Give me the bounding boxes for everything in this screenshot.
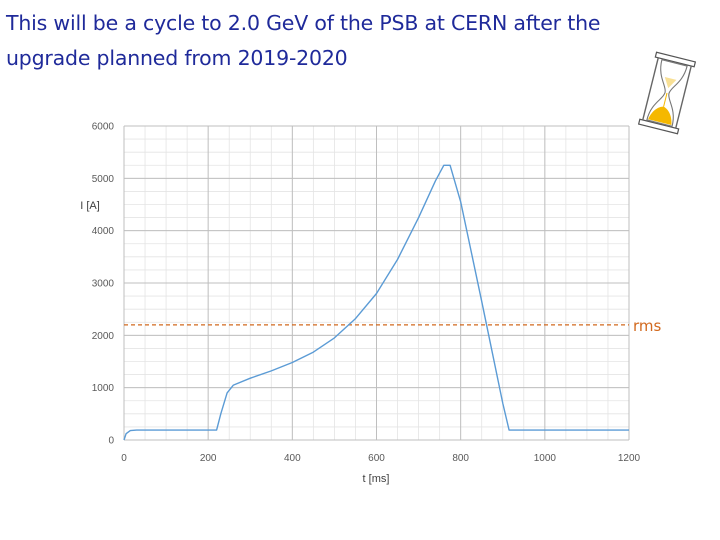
- x-tick-label: 800: [452, 453, 469, 464]
- slide-title: This will be a cycle to 2.0 GeV of the P…: [6, 6, 696, 76]
- x-tick-label: 400: [284, 453, 301, 464]
- y-tick-label: 3000: [92, 279, 115, 290]
- y-axis-ticks: 0 1000 2000 3000 4000 5000 6000: [92, 122, 115, 447]
- y-tick-label: 2000: [92, 331, 115, 342]
- slide-title-line-1: This will be a cycle to 2.0 GeV of the P…: [6, 11, 601, 35]
- x-tick-label: 1200: [618, 453, 641, 464]
- data-series: [123, 164, 629, 441]
- major-gridlines: [123, 125, 630, 441]
- y-tick-label: 1000: [92, 383, 115, 394]
- x-axis-ticks: 0 200 400 600 800 1000 1200: [121, 453, 640, 464]
- x-tick-label: 600: [368, 453, 385, 464]
- x-tick-label: 1000: [534, 453, 557, 464]
- rms-label: rms: [633, 317, 662, 335]
- slide-title-line-2: upgrade planned from 2019-2020: [6, 46, 348, 70]
- y-axis-label: I [A]: [80, 200, 100, 212]
- hourglass-icon: [638, 51, 696, 135]
- x-axis-label: t [ms]: [363, 473, 390, 485]
- y-tick-label: 6000: [92, 122, 115, 133]
- x-tick-label: 200: [200, 453, 217, 464]
- y-tick-label: 0: [108, 436, 114, 447]
- x-tick-label: 0: [121, 453, 127, 464]
- y-tick-label: 5000: [92, 174, 115, 185]
- series-line-current: [123, 164, 629, 441]
- reference-lines: rms: [124, 317, 662, 335]
- y-tick-label: 4000: [92, 226, 115, 237]
